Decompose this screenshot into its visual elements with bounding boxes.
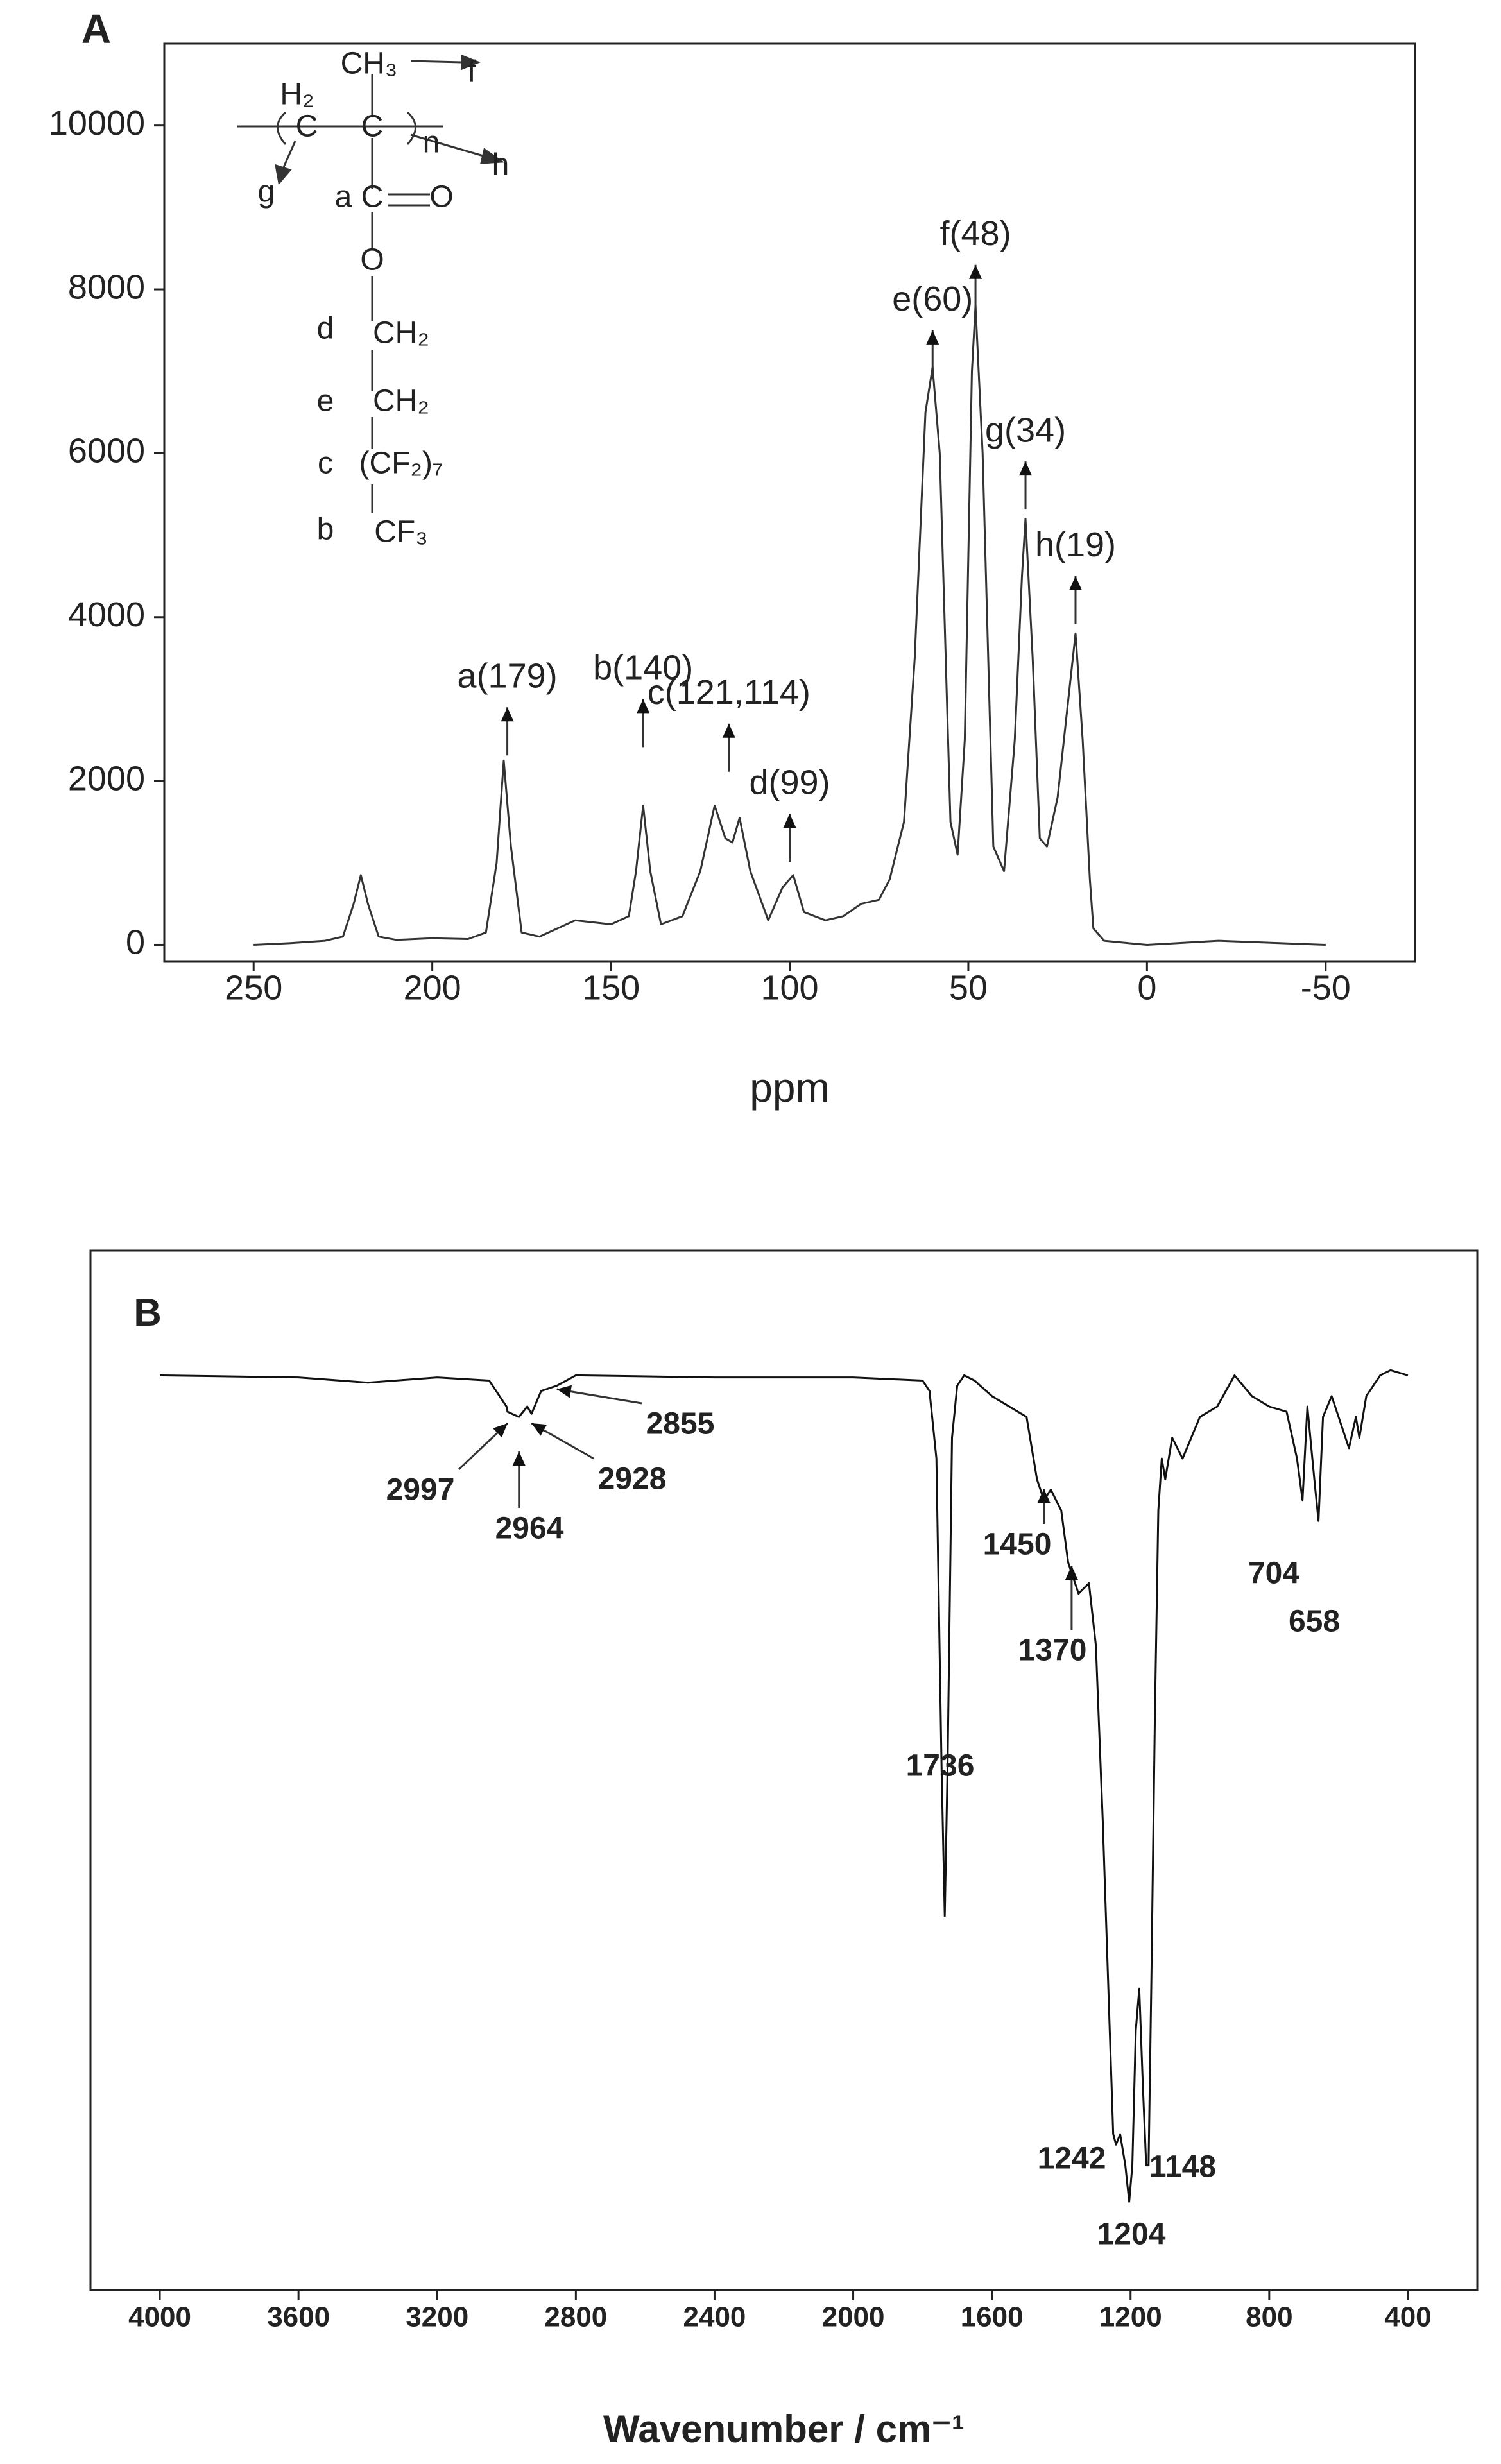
peak-arrow-head (722, 723, 735, 738)
y-tick-label: 0 (126, 923, 145, 962)
x-tick-label: 200 (404, 968, 461, 1007)
peak-label: 1148 (1149, 2150, 1216, 2184)
peak-label: b(140) (593, 649, 693, 687)
y-tick-label: 4000 (68, 595, 145, 634)
structure-label: CH₂ (373, 316, 429, 350)
peak-label: 658 (1289, 1605, 1340, 1639)
x-tick-label: 1200 (1099, 2302, 1162, 2333)
structure-label: CH₂ (373, 384, 429, 418)
peak-arrow-head (1065, 1566, 1078, 1580)
structure-label: a (335, 180, 352, 214)
x-tick-label: 800 (1246, 2302, 1292, 2333)
peak-arrow-head (783, 814, 796, 828)
structure-label: C (361, 180, 384, 214)
plot-frame (89, 1249, 1479, 2291)
structure-label: O (360, 243, 384, 277)
structure-label: (CF₂)₇ (359, 447, 443, 481)
peak-arrow-head (969, 264, 982, 279)
peak-arrow-head (926, 330, 939, 345)
x-tick-label: 150 (582, 968, 640, 1007)
structure-label: c (318, 447, 333, 481)
peak-arrow-head (512, 1451, 526, 1466)
peak-label: 1242 (1038, 2142, 1106, 2176)
structure-label: n (423, 126, 440, 160)
structure-label: O (429, 180, 453, 214)
x-tick-label: 0 (1137, 968, 1156, 1007)
panel-label: B (133, 1291, 161, 1334)
structure-label: C (361, 110, 384, 144)
peak-arrow-head (1019, 461, 1033, 476)
spectrum-line (160, 1369, 1409, 2203)
structure-label: CF₃ (374, 515, 428, 549)
peak-arrow-head (501, 707, 514, 722)
x-tick-label: 3200 (406, 2302, 468, 2333)
peak-label: 1370 (1018, 1634, 1087, 1668)
x-tick-label: 100 (760, 968, 818, 1007)
peak-arrow-head (493, 1423, 508, 1438)
peak-arrow-head (556, 1385, 572, 1398)
x-tick-label: 50 (949, 968, 988, 1007)
structure-label: CH₃ (341, 47, 398, 81)
peak-label: 2997 (386, 1473, 455, 1507)
peak-label: 704 (1248, 1557, 1299, 1591)
x-tick-label: 1600 (961, 2302, 1024, 2333)
y-tick-label: 8000 (68, 268, 145, 306)
peak-arrow-head (1068, 576, 1082, 590)
x-tick-label: 4000 (128, 2302, 191, 2333)
structure-label: d (317, 312, 334, 346)
x-tick-label: 3600 (267, 2302, 330, 2333)
peak-label: f(48) (940, 214, 1011, 253)
peak-arrow-head (1037, 1489, 1051, 1503)
structure-label: e (317, 384, 334, 418)
x-tick-label: 2800 (544, 2302, 607, 2333)
peak-label: 1450 (983, 1528, 1052, 1562)
peak-label: e(60) (892, 280, 973, 318)
structure-label: g (258, 175, 275, 209)
structure-bonds (237, 54, 505, 513)
structure-label: C (296, 110, 318, 144)
x-tick-label: -50 (1301, 968, 1351, 1007)
peak-label: 2928 (598, 1462, 667, 1496)
peak-label: 2964 (495, 1512, 564, 1546)
x-axis-title: ppm (750, 1065, 830, 1111)
structure-label: H₂ (280, 78, 314, 112)
structure-label: h (492, 148, 510, 182)
panel-label: A (81, 6, 111, 52)
peak-label: 1736 (906, 1749, 975, 1783)
y-tick-label: 2000 (68, 759, 145, 798)
x-tick-label: 250 (225, 968, 282, 1007)
peak-label: d(99) (749, 763, 830, 801)
y-tick-label: 6000 (68, 432, 145, 470)
x-tick-label: 2000 (822, 2302, 885, 2333)
peak-label: c(121,114) (648, 673, 811, 712)
peak-label: 2855 (646, 1407, 715, 1441)
peak-label: g(34) (985, 411, 1066, 449)
peak-label: h(19) (1035, 526, 1116, 564)
structure-label: b (317, 513, 334, 547)
peak-label: a(179) (458, 656, 558, 695)
x-tick-label: 2400 (683, 2302, 746, 2333)
peak-arrow-head (531, 1423, 547, 1436)
peak-label: 1204 (1097, 2218, 1166, 2252)
x-tick-label: 400 (1384, 2302, 1431, 2333)
structure-label: f (467, 55, 476, 89)
y-tick-label: 10000 (49, 104, 145, 142)
x-axis-title: Wavenumber / cm⁻¹ (603, 2408, 965, 2451)
peak-arrow (556, 1388, 642, 1405)
spectrum-line (253, 305, 1326, 946)
peak-arrow-head (637, 699, 650, 714)
